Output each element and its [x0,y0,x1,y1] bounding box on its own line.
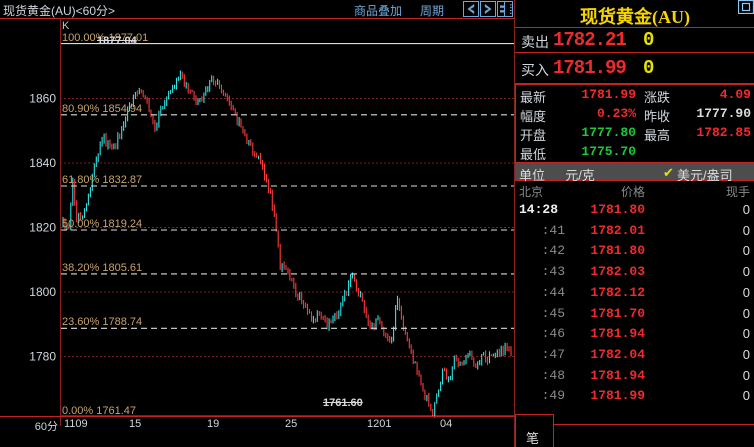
svg-text:1860: 1860 [29,92,56,106]
svg-text:1840: 1840 [29,156,56,170]
svg-text:1800: 1800 [29,285,56,299]
svg-text:1820: 1820 [29,221,56,235]
svg-text:1780: 1780 [29,350,56,364]
